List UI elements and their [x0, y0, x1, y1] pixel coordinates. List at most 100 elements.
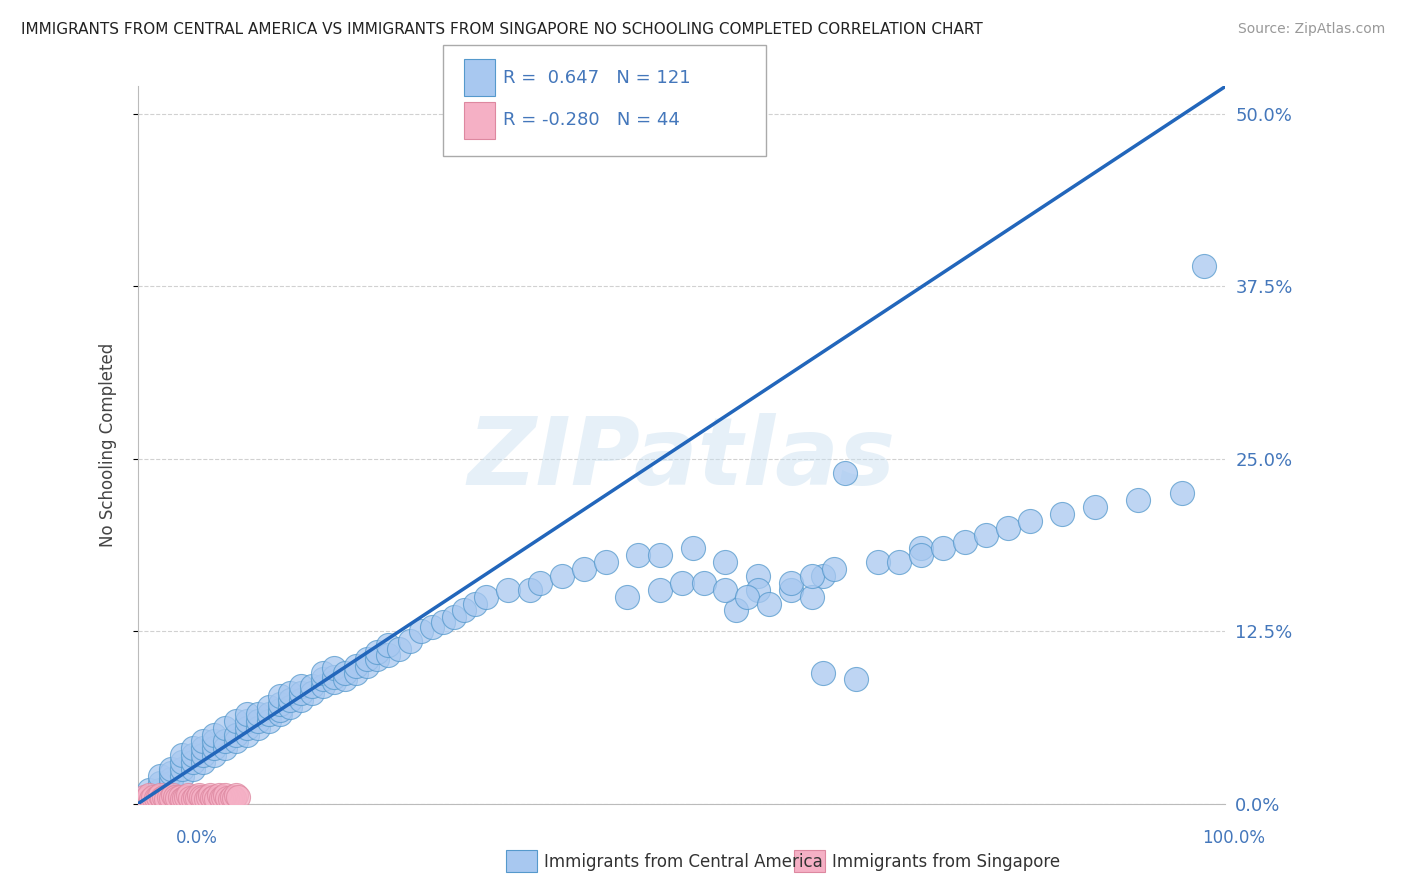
Point — [141, 792, 163, 806]
Point — [225, 728, 247, 742]
Point — [496, 582, 519, 597]
Point — [312, 665, 335, 680]
Point — [280, 686, 302, 700]
Point — [823, 562, 845, 576]
Point — [269, 698, 291, 712]
Point — [138, 789, 160, 803]
Point — [779, 575, 801, 590]
Point — [225, 734, 247, 748]
Point — [356, 658, 378, 673]
Point — [529, 575, 551, 590]
Point — [236, 728, 259, 742]
Point — [257, 706, 280, 721]
Point — [714, 582, 737, 597]
Point — [181, 755, 204, 769]
Point — [801, 590, 824, 604]
Point — [170, 762, 193, 776]
Point — [648, 582, 671, 597]
Point — [551, 569, 574, 583]
Point — [159, 766, 181, 780]
Point — [648, 549, 671, 563]
Point — [179, 791, 201, 805]
Point — [866, 555, 889, 569]
Point — [932, 541, 955, 556]
Point — [174, 789, 197, 804]
Point — [193, 748, 215, 763]
Point — [197, 789, 219, 804]
Point — [194, 792, 217, 806]
Point — [170, 748, 193, 763]
Point — [166, 791, 188, 805]
Point — [236, 721, 259, 735]
Point — [616, 590, 638, 604]
Point — [198, 789, 221, 803]
Point — [246, 721, 269, 735]
Point — [366, 651, 388, 665]
Point — [333, 665, 356, 680]
Point — [453, 603, 475, 617]
Point — [682, 541, 704, 556]
Point — [155, 792, 177, 806]
Point — [208, 789, 231, 803]
Point — [150, 791, 173, 805]
Point — [572, 562, 595, 576]
Point — [269, 689, 291, 703]
Point — [322, 661, 344, 675]
Text: ZIPatlas: ZIPatlas — [468, 413, 896, 505]
Point — [595, 555, 617, 569]
Point — [214, 789, 236, 803]
Point — [149, 776, 172, 790]
Point — [910, 549, 932, 563]
Point — [464, 597, 486, 611]
Point — [149, 789, 172, 803]
Point — [725, 603, 748, 617]
Point — [301, 679, 323, 693]
Point — [170, 755, 193, 769]
Point — [202, 734, 225, 748]
Point — [443, 610, 465, 624]
Point — [1192, 259, 1215, 273]
Point — [225, 789, 247, 803]
Point — [236, 706, 259, 721]
Point — [344, 665, 367, 680]
Point — [432, 615, 454, 629]
Point — [193, 791, 215, 805]
Point — [388, 642, 411, 657]
Text: Immigrants from Singapore: Immigrants from Singapore — [832, 853, 1060, 871]
Point — [889, 555, 911, 569]
Point — [214, 741, 236, 756]
Point — [779, 582, 801, 597]
Point — [209, 791, 232, 805]
Point — [218, 792, 240, 806]
Point — [997, 521, 1019, 535]
Point — [312, 673, 335, 687]
Point — [257, 714, 280, 728]
Point — [149, 782, 172, 797]
Point — [834, 466, 856, 480]
Point — [1018, 514, 1040, 528]
Point — [236, 714, 259, 728]
Point — [201, 791, 224, 805]
Point — [146, 789, 169, 804]
Text: R =  0.647   N = 121: R = 0.647 N = 121 — [503, 69, 690, 87]
Point — [153, 789, 176, 804]
Point — [269, 706, 291, 721]
Point — [184, 789, 207, 804]
Point — [181, 792, 204, 806]
Y-axis label: No Schooling Completed: No Schooling Completed — [100, 343, 117, 547]
Point — [953, 534, 976, 549]
Point — [138, 789, 160, 804]
Point — [692, 575, 714, 590]
Point — [214, 721, 236, 735]
Point — [269, 703, 291, 717]
Point — [202, 748, 225, 763]
Point — [377, 648, 399, 662]
Point — [312, 679, 335, 693]
Point — [409, 624, 432, 639]
Point — [138, 782, 160, 797]
Point — [225, 714, 247, 728]
Text: 0.0%: 0.0% — [176, 829, 218, 847]
Point — [222, 791, 245, 805]
Point — [333, 673, 356, 687]
Point — [366, 645, 388, 659]
